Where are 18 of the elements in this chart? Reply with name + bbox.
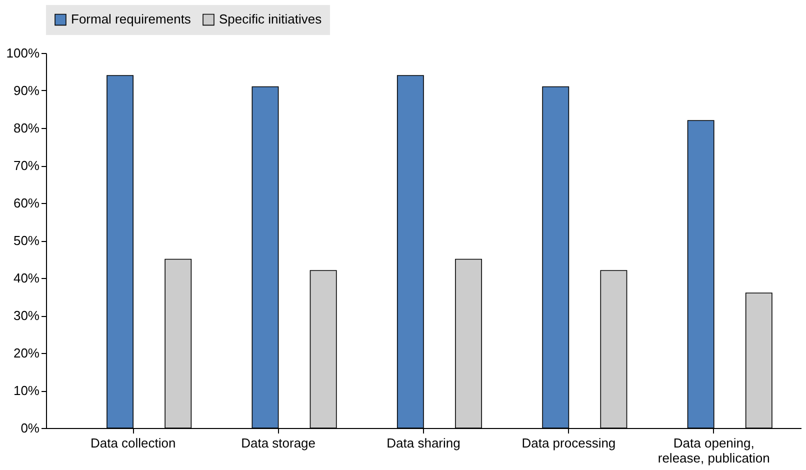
y-tick-label: 10%: [13, 383, 40, 398]
x-tick-label: Data storage: [241, 436, 316, 450]
x-tick-label: Data collection: [90, 436, 176, 450]
legend-label: Formal requirements: [71, 12, 192, 27]
y-tick-label: 60%: [13, 196, 40, 210]
y-tick-label: 50%: [13, 233, 40, 248]
y-tick-label: 30%: [13, 308, 40, 323]
y-tick-label: 70%: [13, 158, 40, 173]
y-tick-label: 40%: [13, 270, 40, 286]
x-tick-label: Data processing: [522, 436, 616, 450]
y-tick-label: 80%: [13, 120, 40, 136]
y-tick-label: 90%: [13, 83, 40, 98]
legend-label: Specific initiatives: [219, 12, 322, 27]
y-tick-label: 100%: [6, 46, 40, 60]
x-tick-label: Data opening, release, publication: [658, 436, 770, 466]
y-tick-label: 20%: [13, 346, 40, 360]
x-tick-label: Data sharing: [386, 436, 460, 450]
y-tick-label: 0%: [20, 420, 40, 436]
